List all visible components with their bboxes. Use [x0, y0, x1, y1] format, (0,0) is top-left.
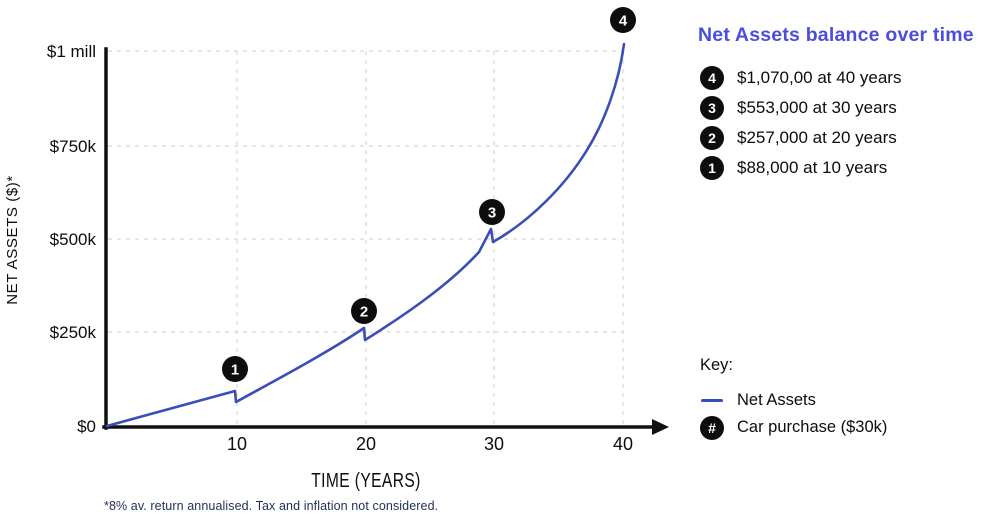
x-tick-20: 20 [356, 434, 376, 454]
legend-point-row-1: 1 $88,000 at 10 years [700, 153, 901, 183]
key-net-assets-label: Net Assets [737, 391, 816, 409]
car-purchase-hash-icon: # [700, 415, 724, 440]
legend-point-label-1: $88,000 at 10 years [737, 158, 888, 177]
gridlines [108, 50, 624, 426]
legend-point-label-4: $1,070,00 at 40 years [737, 68, 902, 87]
annotation-legend: 4 $1,070,00 at 40 years 3 $553,000 at 30… [700, 63, 901, 183]
legend-point-row-2: 2 $257,000 at 20 years [700, 123, 901, 153]
key-car-purchase-label: Car purchase ($30k) [737, 418, 888, 436]
key-heading: Key: [700, 356, 734, 374]
y-tick-0: $0 [77, 417, 96, 436]
curve-marker-4: 4 [610, 7, 636, 33]
marker-1-badge: 1 [700, 156, 724, 180]
marker-3-number: 3 [488, 205, 496, 222]
curve-marker-3: 3 [479, 199, 505, 225]
legend-point-row-4: 4 $1,070,00 at 40 years [700, 63, 901, 93]
y-axis-title: NET ASSETS ($)* [4, 175, 21, 305]
marker-1-circle [222, 356, 248, 382]
net-assets-line-icon [700, 399, 724, 402]
key-row-net-assets: Net Assets [700, 387, 887, 414]
net-assets-chart: 1 2 3 4 $1 mill $750k $500k $250k $0 10 … [4, 7, 669, 491]
curve-marker-2: 2 [351, 298, 377, 324]
x-axis-title: TIME (YEARS) [311, 469, 420, 491]
marker-1-number: 1 [231, 362, 239, 379]
y-tick-750k: $750k [50, 137, 97, 156]
key-section: Key: Net Assets # Car purchase ($30k) [700, 356, 887, 441]
net-assets-curve [105, 42, 626, 428]
key-row-car-purchase: # Car purchase ($30k) [700, 414, 887, 441]
legend-point-label-3: $553,000 at 30 years [737, 98, 897, 117]
marker-4-number: 4 [619, 13, 628, 30]
marker-3-circle [479, 199, 505, 225]
y-tick-1mill: $1 mill [47, 42, 96, 61]
curve-marker-1: 1 [222, 356, 248, 382]
marker-2-number: 2 [360, 304, 368, 321]
legend-point-label-2: $257,000 at 20 years [737, 128, 897, 147]
y-tick-500k: $500k [50, 230, 97, 249]
marker-4-circle [610, 7, 636, 33]
chart-footnote: *8% av. return annualised. Tax and infla… [104, 499, 439, 513]
marker-4-badge: 4 [700, 66, 724, 90]
legend-point-row-3: 3 $553,000 at 30 years [700, 93, 901, 123]
x-axis-arrow-icon [652, 419, 669, 435]
marker-2-badge: 2 [700, 126, 724, 150]
x-tick-10: 10 [227, 434, 247, 454]
chart-title: Net Assets balance over time [698, 24, 974, 46]
marker-3-badge: 3 [700, 96, 724, 120]
x-tick-30: 30 [484, 434, 504, 454]
x-tick-40: 40 [613, 434, 633, 454]
y-tick-250k: $250k [50, 323, 97, 342]
marker-2-circle [351, 298, 377, 324]
